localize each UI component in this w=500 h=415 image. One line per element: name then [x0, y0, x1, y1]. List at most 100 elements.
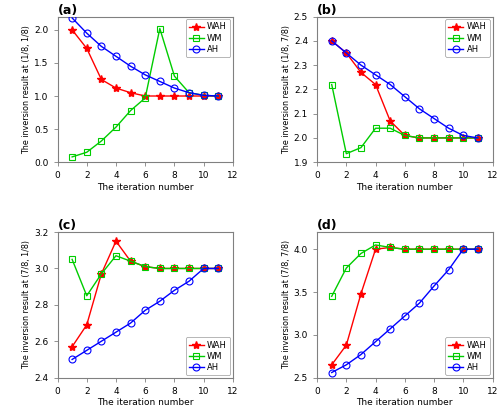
WM [475, 135, 481, 140]
Line: WAH: WAH [68, 26, 222, 100]
WM [446, 247, 452, 251]
AH [113, 54, 119, 59]
WM [186, 266, 192, 271]
WAH [172, 93, 177, 98]
WAH [128, 259, 134, 264]
AH [416, 300, 422, 305]
WM [172, 266, 177, 271]
WM [387, 126, 393, 131]
WAH [98, 271, 104, 276]
WM [402, 133, 408, 138]
WM [416, 135, 422, 140]
WAH [372, 247, 378, 251]
WAH [84, 322, 89, 327]
WAH [113, 85, 119, 90]
AH [416, 106, 422, 111]
WM [402, 247, 408, 251]
WM [69, 154, 75, 159]
AH [142, 308, 148, 313]
WAH [460, 247, 466, 251]
AH [172, 85, 177, 90]
X-axis label: The iteration number: The iteration number [97, 398, 194, 408]
WM [372, 242, 378, 247]
WM [84, 150, 89, 155]
WM [98, 271, 104, 276]
Line: AH: AH [68, 15, 222, 100]
AH [402, 313, 408, 318]
WM [128, 259, 134, 264]
AH [446, 267, 452, 272]
WM [69, 257, 75, 262]
Line: WM: WM [70, 26, 221, 160]
WM [460, 247, 466, 251]
WM [431, 247, 437, 251]
Text: (c): (c) [58, 219, 76, 232]
WAH [216, 266, 222, 271]
WAH [344, 51, 349, 56]
WM [142, 95, 148, 100]
AH [372, 339, 378, 344]
WM [358, 251, 364, 256]
Line: WM: WM [329, 82, 480, 156]
WAH [402, 133, 408, 138]
WAH [142, 264, 148, 269]
WAH [113, 239, 119, 244]
AH [475, 247, 481, 251]
WAH [387, 118, 393, 123]
WAH [358, 291, 364, 296]
Line: AH: AH [68, 265, 222, 363]
WM [216, 266, 222, 271]
WM [328, 294, 334, 299]
WAH [186, 93, 192, 98]
Text: (d): (d) [317, 219, 338, 232]
WAH [328, 38, 334, 43]
AH [98, 339, 104, 344]
WM [157, 26, 163, 31]
AH [387, 82, 393, 87]
Line: WAH: WAH [68, 237, 222, 351]
WM [142, 264, 148, 269]
WAH [387, 245, 393, 250]
WAH [431, 135, 437, 140]
AH [372, 72, 378, 77]
Line: WM: WM [329, 242, 480, 299]
AH [186, 279, 192, 284]
WAH [372, 82, 378, 87]
AH [200, 93, 206, 98]
AH [128, 320, 134, 325]
WM [216, 93, 222, 98]
WM [172, 74, 177, 79]
WM [416, 247, 422, 251]
WAH [200, 93, 206, 98]
X-axis label: The iteration number: The iteration number [356, 183, 453, 192]
AH [460, 247, 466, 251]
AH [446, 126, 452, 131]
WAH [84, 46, 89, 51]
WM [475, 247, 481, 251]
Line: AH: AH [328, 246, 482, 376]
WM [431, 135, 437, 140]
WM [84, 293, 89, 298]
AH [328, 38, 334, 43]
AH [344, 51, 349, 56]
Legend: WAH, WM, AH: WAH, WM, AH [445, 337, 490, 375]
AH [157, 299, 163, 304]
WAH [358, 70, 364, 75]
WAH [98, 77, 104, 82]
WM [200, 266, 206, 271]
AH [358, 352, 364, 357]
WAH [446, 135, 452, 140]
Legend: WAH, WM, AH: WAH, WM, AH [186, 337, 230, 375]
WAH [142, 93, 148, 98]
AH [142, 72, 148, 77]
Line: WM: WM [70, 253, 221, 298]
WAH [402, 247, 408, 251]
WAH [416, 247, 422, 251]
AH [344, 362, 349, 367]
WM [128, 108, 134, 113]
WM [344, 151, 349, 156]
WM [157, 266, 163, 271]
AH [328, 370, 334, 375]
Legend: WAH, WM, AH: WAH, WM, AH [445, 19, 490, 57]
WAH [69, 344, 75, 349]
